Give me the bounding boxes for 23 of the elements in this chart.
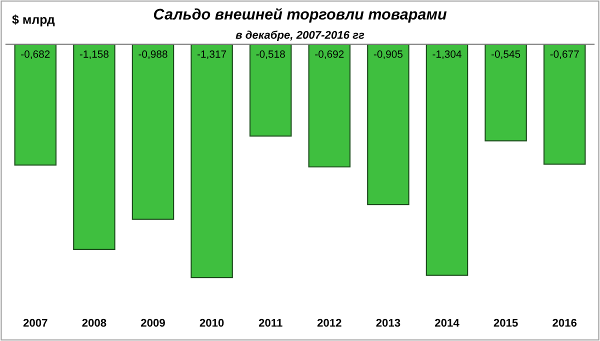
data-label: -0,905 (374, 50, 403, 60)
data-label: -0,677 (550, 50, 579, 60)
x-tick-label: 2011 (258, 318, 282, 327)
data-label: -1,304 (432, 50, 462, 60)
x-tick-label: 2007 (23, 318, 48, 327)
data-label: -0,545 (491, 50, 520, 60)
x-tick-label: 2012 (317, 318, 342, 327)
data-label: -0,692 (315, 50, 344, 60)
x-tick-label: 2015 (494, 318, 518, 327)
data-label: -1,317 (197, 50, 226, 60)
data-label: -0,518 (256, 50, 285, 60)
data-label: -0,988 (138, 50, 168, 60)
y-axis-title: $ млрд (12, 14, 55, 26)
x-tick-label: 2009 (141, 318, 165, 327)
x-tick-label: 2008 (82, 318, 106, 327)
x-tick-label: 2013 (376, 318, 400, 327)
x-tick-label: 2010 (200, 318, 224, 327)
data-label: -0,682 (21, 50, 50, 60)
x-tick-label: 2016 (552, 318, 577, 327)
x-tick-label: 2014 (435, 318, 460, 327)
data-label: -1,158 (80, 50, 109, 60)
chart-title: Сальдо внешней торговли товарами (154, 8, 447, 23)
chart-subtitle: в декабре, 2007-2016 гг (236, 30, 364, 42)
